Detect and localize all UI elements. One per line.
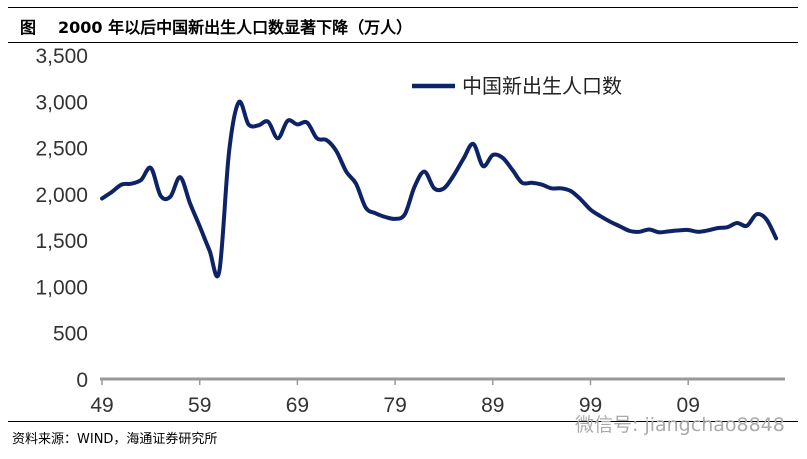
x-tick-label: 99 xyxy=(579,394,602,417)
source-note: 资料来源：WIND，海通证券研究所 xyxy=(12,432,218,447)
y-tick-label: 3,500 xyxy=(35,45,88,68)
y-tick-label: 0 xyxy=(76,369,88,392)
legend-label: 中国新出生人口数 xyxy=(462,74,622,98)
x-tick-label: 69 xyxy=(286,394,309,417)
x-tick-label: 09 xyxy=(677,394,700,417)
y-tick-label: 3,000 xyxy=(35,91,88,114)
chart-title: 图 2000 年以后中国新出生人口数显著下降（万人） xyxy=(20,14,412,38)
y-tick-label: 2,500 xyxy=(35,138,88,161)
title-text: 2000 年以后中国新出生人口数显著下降（万人） xyxy=(58,18,413,37)
x-tick-label: 49 xyxy=(90,394,113,417)
x-tick-label: 89 xyxy=(481,394,504,417)
title-rule xyxy=(8,42,798,43)
bottom-rule xyxy=(8,421,798,422)
series-line-births xyxy=(100,99,779,279)
y-tick-label: 500 xyxy=(53,323,88,346)
x-tick-label: 59 xyxy=(188,394,211,417)
y-tick-label: 1,000 xyxy=(35,276,88,299)
top-rule xyxy=(8,7,798,8)
figure-label: 图 xyxy=(20,18,37,37)
y-tick-label: 1,500 xyxy=(35,230,88,253)
watermark: 微信号: jiangchao8848 xyxy=(575,414,785,436)
x-tick-label: 79 xyxy=(383,394,406,417)
y-tick-label: 2,000 xyxy=(35,184,88,207)
